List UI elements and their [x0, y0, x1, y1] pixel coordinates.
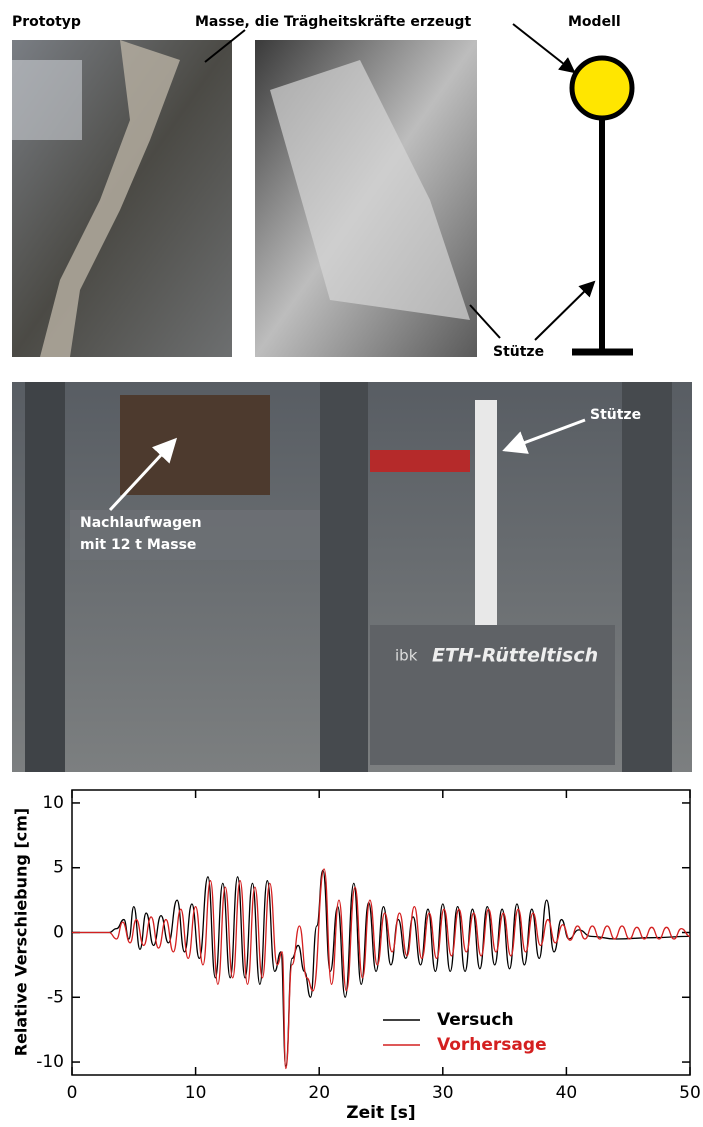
trailer-label: mit 12 t Masse [80, 537, 196, 553]
arrow [204, 29, 246, 63]
x-tick-label: 40 [556, 1083, 578, 1103]
arrow [469, 304, 501, 339]
x-tick-label: 50 [679, 1083, 701, 1103]
label-box [70, 510, 320, 560]
y-tick-label: 0 [53, 923, 64, 943]
photo-detail [12, 60, 82, 140]
x-tick-label: 30 [432, 1083, 454, 1103]
photo-detail [270, 60, 470, 320]
photo-detail [40, 40, 180, 357]
table-prefix: ibk [395, 647, 418, 665]
column-label: Stütze [590, 407, 641, 423]
photo-detail [475, 400, 497, 625]
photo-detail [370, 625, 615, 765]
photo-detail [320, 382, 368, 772]
data-line [72, 869, 691, 1067]
y-axis-label: Relative Verschiebung [cm] [12, 808, 31, 1056]
trailer-label: Nachlaufwagen [80, 515, 202, 531]
model-label: Modell [568, 14, 621, 30]
arrow [108, 437, 178, 512]
photo-detail [25, 382, 65, 772]
y-tick-label: 10 [42, 793, 64, 813]
x-tick-label: 10 [185, 1083, 207, 1103]
prototype-label: Prototyp [12, 14, 81, 30]
x-tick-label: 0 [67, 1083, 78, 1103]
y-tick-label: 5 [53, 858, 64, 878]
photo-detail [622, 382, 672, 772]
arrow [512, 23, 576, 74]
legend-label: Vorhersage [437, 1035, 547, 1055]
arrow [534, 280, 596, 341]
model-mass [569, 55, 635, 121]
photo-detail [370, 450, 470, 472]
data-line [72, 868, 691, 1070]
y-tick-label: -10 [36, 1052, 64, 1072]
legend-label: Versuch [437, 1010, 514, 1030]
x-tick-label: 20 [308, 1083, 330, 1103]
y-tick-label: -5 [47, 987, 64, 1007]
arrow [502, 418, 586, 454]
table-label: ETH-Rütteltisch [432, 645, 598, 667]
column-label: Stütze [493, 344, 544, 360]
mass-label: Masse, die Trägheitskräfte erzeugt [195, 14, 471, 30]
x-axis-label: Zeit [s] [346, 1103, 415, 1123]
photo-detail [120, 395, 270, 495]
